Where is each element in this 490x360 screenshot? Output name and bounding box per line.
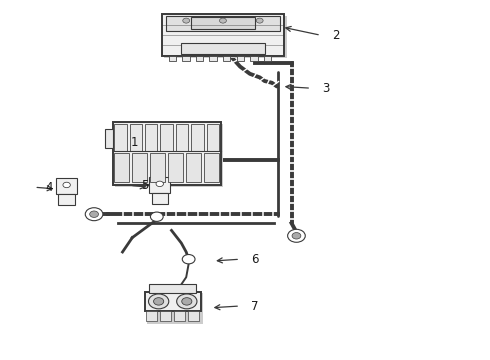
Bar (174, 311, 185, 321)
Circle shape (183, 18, 190, 23)
Bar (181, 42, 265, 54)
Bar (176, 124, 188, 151)
Bar (129, 124, 142, 151)
Bar (56, 178, 77, 194)
Bar (182, 56, 190, 61)
Bar (250, 56, 258, 61)
Bar (151, 193, 168, 204)
Bar (149, 177, 170, 193)
Bar (223, 56, 230, 61)
Text: 5: 5 (141, 179, 148, 192)
Bar (160, 311, 172, 321)
Bar (114, 153, 129, 182)
Text: 7: 7 (251, 300, 258, 312)
Circle shape (156, 181, 164, 186)
Bar (237, 56, 244, 61)
Circle shape (292, 233, 301, 239)
Bar (188, 311, 199, 321)
Circle shape (63, 182, 71, 188)
Bar (166, 16, 280, 31)
Bar (58, 194, 75, 205)
Bar (132, 153, 147, 182)
Bar (113, 122, 220, 185)
Bar (160, 124, 173, 151)
Circle shape (220, 18, 226, 23)
Bar (196, 56, 203, 61)
Bar (204, 153, 219, 182)
Bar (145, 124, 157, 151)
Text: 1: 1 (131, 136, 138, 149)
Circle shape (177, 294, 197, 309)
Circle shape (148, 294, 169, 309)
Bar (191, 17, 255, 29)
Text: 2: 2 (332, 29, 339, 42)
Bar (147, 293, 203, 324)
Bar (114, 124, 126, 151)
Bar (146, 311, 157, 321)
Circle shape (150, 212, 163, 221)
Text: 3: 3 (322, 82, 329, 95)
Bar (105, 129, 113, 148)
Bar (207, 124, 219, 151)
Bar (169, 56, 176, 61)
Bar (149, 284, 196, 293)
Circle shape (153, 298, 164, 305)
Bar (264, 56, 271, 61)
Bar (145, 292, 201, 311)
Circle shape (182, 298, 192, 305)
Bar (191, 124, 204, 151)
Circle shape (90, 211, 98, 217)
Text: 4: 4 (45, 181, 52, 194)
Circle shape (173, 285, 184, 293)
Bar (150, 153, 165, 182)
Circle shape (182, 255, 195, 264)
Bar (164, 16, 287, 58)
Bar (168, 153, 183, 182)
Bar (115, 124, 223, 187)
Circle shape (85, 208, 103, 221)
Circle shape (256, 18, 263, 23)
Bar (162, 14, 284, 56)
Circle shape (288, 229, 305, 242)
Bar (186, 153, 201, 182)
Bar (209, 56, 217, 61)
Text: 6: 6 (251, 253, 258, 266)
